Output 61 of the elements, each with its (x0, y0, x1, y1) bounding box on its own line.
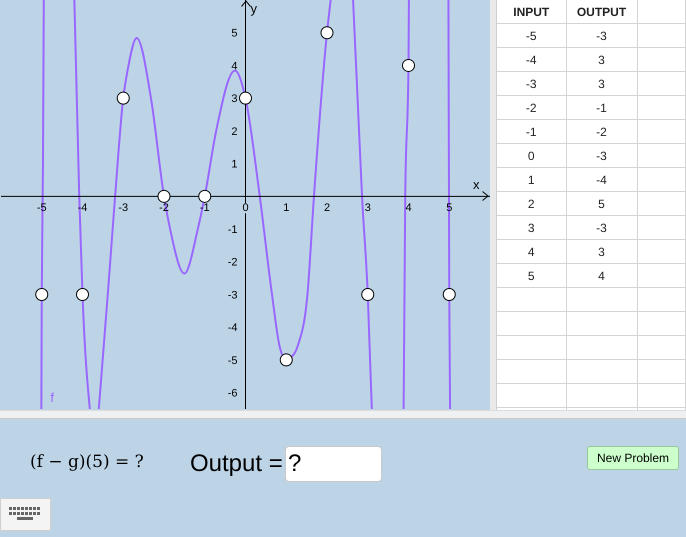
y-tick-label: -5 (228, 354, 238, 367)
point (361, 288, 374, 301)
point (35, 288, 48, 301)
point (320, 26, 334, 40)
y-tick-label: 5 (231, 28, 238, 40)
y-tick-label: -2 (526, 100, 537, 114)
y-tick-label: -6 (228, 388, 238, 400)
x-axis-title: x (473, 177, 480, 192)
x-tick-label: 2 (324, 202, 330, 214)
y-axis-title: INPUT (513, 4, 550, 18)
x-tick-label: -2 (159, 202, 169, 214)
x-tick-label: 4 (405, 202, 412, 214)
text: Output = (190, 450, 283, 477)
y-tick-label: -3 (526, 76, 537, 90)
y-tick-label: 3 (231, 93, 238, 106)
y-tick-label: 0 (528, 148, 535, 162)
x-tick-label: -4 (78, 202, 88, 214)
x-tick-label: 1 (283, 202, 290, 214)
point (239, 92, 252, 105)
y-tick-label: -4 (228, 322, 238, 334)
data-label: 3 (566, 48, 637, 72)
text: New Problem (596, 451, 670, 465)
y-tick-label: -1 (526, 124, 537, 138)
y-tick-label: -1 (228, 224, 238, 236)
data-label: -4 (566, 168, 637, 192)
x-tick-label: 3 (364, 202, 371, 214)
y-tick-label: -4 (526, 52, 537, 66)
y-tick-label: 5 (528, 268, 535, 282)
data-label: -3 (566, 24, 637, 48)
y-tick-label: 4 (231, 60, 238, 72)
y-tick-label: 2 (231, 126, 238, 138)
x-tick-label: 5 (446, 202, 452, 214)
point (198, 190, 212, 203)
x-tick-label: 0 (242, 202, 249, 214)
data-label: 4 (566, 264, 637, 288)
x-tick-label: -3 (118, 202, 128, 214)
y-tick-label: 3 (528, 220, 535, 234)
x-tick-label: OUTPUT (576, 4, 626, 18)
point (76, 288, 89, 301)
y-tick-label: -2 (228, 256, 238, 269)
data-label: -3 (566, 144, 637, 168)
y-axis-title: y (250, 1, 257, 16)
data-label: -2 (566, 120, 637, 144)
data-label: -1 (566, 96, 637, 120)
y-tick-label: 1 (528, 172, 535, 186)
x-tick-label: -1 (200, 202, 210, 214)
y-tick-label: 4 (528, 244, 535, 258)
text: (f − g)(5) = ? (30, 452, 144, 472)
point (442, 288, 456, 301)
data-label: 3 (566, 240, 637, 264)
point (280, 353, 293, 366)
data-label: 3 (566, 72, 637, 96)
y-tick-label: -5 (526, 28, 537, 42)
point (402, 58, 415, 72)
text: ? (288, 450, 302, 477)
y-tick-label: -3 (228, 289, 238, 302)
y-tick-label: 1 (231, 158, 238, 171)
x-tick-label: -5 (36, 202, 47, 214)
point (116, 92, 130, 105)
point (158, 190, 170, 203)
series-label: f (50, 390, 54, 405)
